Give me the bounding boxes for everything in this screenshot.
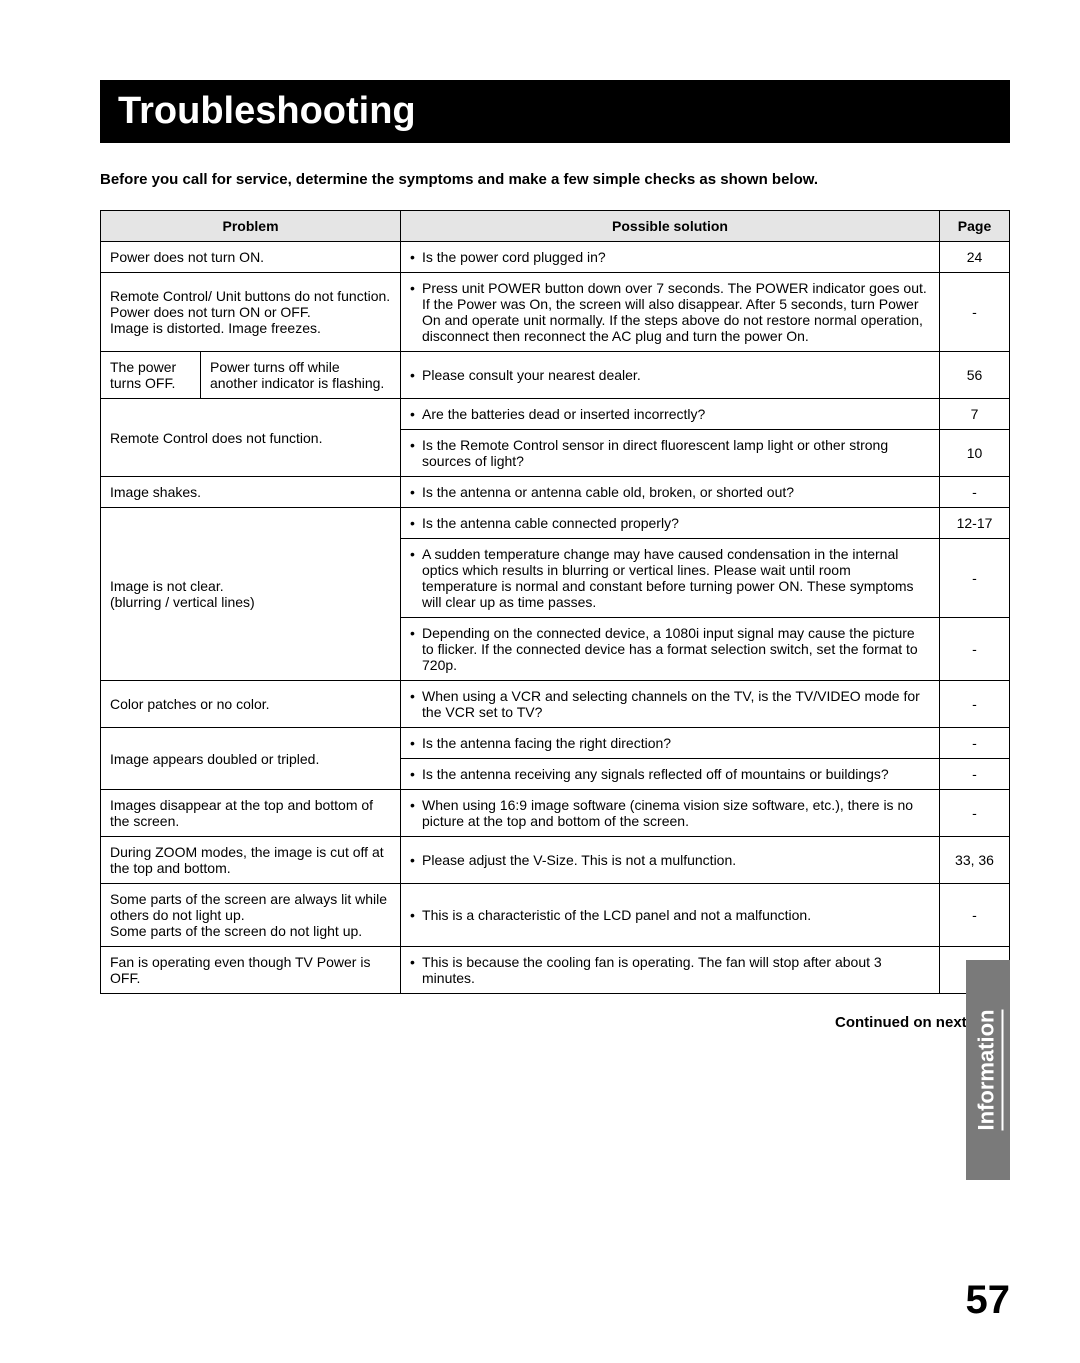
problem-cell: Images disappear at the top and bottom o…: [101, 790, 401, 837]
table-header-row: Problem Possible solution Page: [101, 211, 1010, 242]
solution-cell: Is the antenna facing the right directio…: [401, 728, 940, 759]
solution-cell: A sudden temperature change may have cau…: [401, 539, 940, 618]
problem-cell: Remote Control/ Unit buttons do not func…: [101, 273, 401, 352]
solution-item: Are the batteries dead or inserted incor…: [410, 406, 930, 422]
page-title: Troubleshooting: [118, 90, 992, 133]
problem-cell: Image is not clear. (blurring / vertical…: [101, 508, 401, 681]
solution-cell: Is the Remote Control sensor in direct f…: [401, 430, 940, 477]
page-cell: 24: [940, 242, 1010, 273]
page-cell: -: [940, 790, 1010, 837]
problem-cell-right: Power turns off while another indicator …: [201, 352, 401, 399]
solution-item: When using a VCR and selecting channels …: [410, 688, 930, 720]
table-row: Some parts of the screen are always lit …: [101, 884, 1010, 947]
solution-item: Is the antenna receiving any signals ref…: [410, 766, 930, 782]
problem-cell: Image appears doubled or tripled.: [101, 728, 401, 790]
table-row: Images disappear at the top and bottom o…: [101, 790, 1010, 837]
solution-cell: Is the antenna or antenna cable old, bro…: [401, 477, 940, 508]
solution-item: A sudden temperature change may have cau…: [410, 546, 930, 610]
solution-item: Is the power cord plugged in?: [410, 249, 930, 265]
problem-cell: Image shakes.: [101, 477, 401, 508]
page-cell: 7: [940, 399, 1010, 430]
header-solution: Possible solution: [401, 211, 940, 242]
table-row: Image is not clear. (blurring / vertical…: [101, 508, 1010, 539]
page-cell: 56: [940, 352, 1010, 399]
section-tab: Information: [966, 960, 1010, 1180]
page-cell: -: [940, 681, 1010, 728]
title-bar: Troubleshooting: [100, 80, 1010, 143]
solution-item: Press unit POWER button down over 7 seco…: [410, 280, 930, 344]
troubleshooting-table: Problem Possible solution Page Power doe…: [100, 210, 1010, 994]
table-row: Remote Control does not function. Are th…: [101, 399, 1010, 430]
problem-cell: Color patches or no color.: [101, 681, 401, 728]
problem-cell: Fan is operating even though TV Power is…: [101, 947, 401, 994]
solution-item: This is a characteristic of the LCD pane…: [410, 907, 930, 923]
intro-text: Before you call for service, determine t…: [100, 171, 1010, 188]
page-cell: -: [940, 728, 1010, 759]
solution-cell: Is the antenna cable connected properly?: [401, 508, 940, 539]
continued-text: Continued on next page.: [100, 1014, 1010, 1031]
solution-cell: This is because the cooling fan is opera…: [401, 947, 940, 994]
table-row: Image appears doubled or tripled. Is the…: [101, 728, 1010, 759]
solution-item: This is because the cooling fan is opera…: [410, 954, 930, 986]
page-number: 57: [966, 1278, 1011, 1323]
solution-item: Is the Remote Control sensor in direct f…: [410, 437, 930, 469]
page-cell: -: [940, 618, 1010, 681]
solution-cell: This is a characteristic of the LCD pane…: [401, 884, 940, 947]
solution-item: When using 16:9 image software (cinema v…: [410, 797, 930, 829]
header-problem: Problem: [101, 211, 401, 242]
solution-item: Please consult your nearest dealer.: [410, 367, 930, 383]
page-cell: 10: [940, 430, 1010, 477]
solution-item: Is the antenna facing the right directio…: [410, 735, 930, 751]
problem-cell: During ZOOM modes, the image is cut off …: [101, 837, 401, 884]
section-tab-label: Information: [973, 1010, 1003, 1131]
page-cell: -: [940, 539, 1010, 618]
table-row: Image shakes. Is the antenna or antenna …: [101, 477, 1010, 508]
problem-cell: Remote Control does not function.: [101, 399, 401, 477]
problem-cell: Some parts of the screen are always lit …: [101, 884, 401, 947]
solution-cell: Is the antenna receiving any signals ref…: [401, 759, 940, 790]
table-row: Remote Control/ Unit buttons do not func…: [101, 273, 1010, 352]
page-cell: -: [940, 273, 1010, 352]
page-cell: -: [940, 884, 1010, 947]
problem-cell: Power does not turn ON.: [101, 242, 401, 273]
solution-cell: Press unit POWER button down over 7 seco…: [401, 273, 940, 352]
table-row: Fan is operating even though TV Power is…: [101, 947, 1010, 994]
solution-item: Is the antenna cable connected properly?: [410, 515, 930, 531]
table-row: Power does not turn ON. Is the power cor…: [101, 242, 1010, 273]
page-cell: -: [940, 759, 1010, 790]
solution-cell: Please consult your nearest dealer.: [401, 352, 940, 399]
table-row: The power turns OFF. Power turns off whi…: [101, 352, 1010, 399]
table-row: Color patches or no color. When using a …: [101, 681, 1010, 728]
solution-cell: Please adjust the V-Size. This is not a …: [401, 837, 940, 884]
solution-cell: Depending on the connected device, a 108…: [401, 618, 940, 681]
solution-item: Please adjust the V-Size. This is not a …: [410, 852, 930, 868]
problem-cell-left: The power turns OFF.: [101, 352, 201, 399]
solution-cell: When using 16:9 image software (cinema v…: [401, 790, 940, 837]
solution-item: Depending on the connected device, a 108…: [410, 625, 930, 673]
page-cell: -: [940, 477, 1010, 508]
solution-cell: Are the batteries dead or inserted incor…: [401, 399, 940, 430]
page-cell: 33, 36: [940, 837, 1010, 884]
solution-cell: Is the power cord plugged in?: [401, 242, 940, 273]
page-cell: 12-17: [940, 508, 1010, 539]
solution-item: Is the antenna or antenna cable old, bro…: [410, 484, 930, 500]
header-page: Page: [940, 211, 1010, 242]
table-row: During ZOOM modes, the image is cut off …: [101, 837, 1010, 884]
solution-cell: When using a VCR and selecting channels …: [401, 681, 940, 728]
